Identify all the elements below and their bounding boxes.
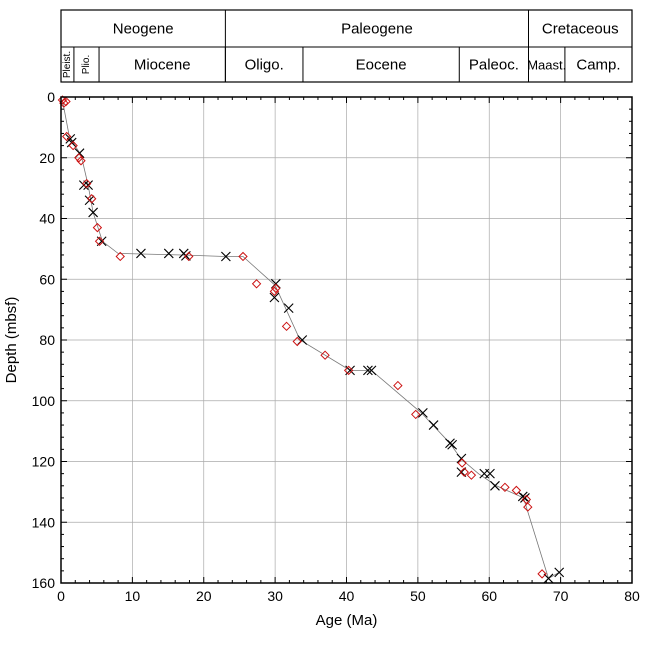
diamond-marker-point [271, 283, 281, 294]
x-axis-title: Age (Ma) [316, 612, 378, 629]
epoch-label: Oligo. [245, 57, 284, 74]
x-marker-point [363, 365, 373, 376]
x-marker-point [520, 493, 530, 503]
diamond-marker-point [457, 458, 467, 468]
diamond-marker-point [537, 569, 547, 579]
x-tick-label: 10 [125, 588, 141, 604]
x-marker-point [490, 480, 500, 491]
x-marker-point [447, 439, 458, 450]
diamond-marker-point [92, 222, 103, 233]
epoch-label: Maast. [527, 58, 566, 73]
diamond-marker-point [292, 336, 302, 347]
x-marker-point [428, 420, 439, 430]
diamond-marker-point [74, 153, 84, 163]
x-tick-label: 70 [553, 588, 569, 604]
epoch-label: Plio. [81, 55, 92, 74]
period-label: Cretaceous [542, 21, 619, 38]
diamond-marker-point [411, 409, 421, 420]
y-tick-label: 100 [32, 393, 56, 409]
axes: 0 10 20 30 40 50 60 70 80 0 20 40 60 80 100 120 140 160 [32, 89, 640, 604]
epoch-label: Miocene [134, 57, 191, 74]
x-marker-point [485, 468, 495, 479]
diamond-marker-point [343, 365, 354, 376]
y-tick-label: 20 [39, 150, 55, 166]
y-tick-label: 80 [39, 332, 55, 348]
epoch-label: Paleoc. [469, 57, 519, 74]
age-depth-trend-line [62, 99, 560, 579]
y-axis-title: Depth (mbsf) [3, 297, 20, 384]
period-label: Paleogene [341, 21, 413, 38]
geologic-timescale: Neogene Paleogene Cretaceous Pleist. Plio. Mi… [60, 9, 633, 83]
x-tick-label: 40 [339, 588, 355, 604]
diamond-marker-point [459, 467, 469, 477]
diamond-marker-point [62, 131, 72, 142]
y-tick-label: 120 [32, 454, 56, 470]
x-tick-label: 20 [196, 588, 212, 604]
diamond-marker-point [81, 178, 92, 189]
x-tick-label: 0 [57, 588, 65, 604]
diamond-marker-point [115, 251, 125, 262]
x-marker-point [283, 303, 294, 313]
x-tick-label: 30 [267, 588, 283, 604]
x-marker-point [417, 408, 428, 418]
diamond-marker-point [521, 494, 532, 505]
diamond-marker-point [76, 156, 86, 166]
y-tick-label: 160 [32, 575, 56, 591]
x-marker-point [163, 248, 174, 259]
diamond-marker-point [251, 279, 262, 289]
x-tick-label: 80 [624, 588, 640, 604]
x-marker-point [88, 207, 99, 218]
x-marker-point [366, 365, 377, 376]
diamond-marker-point [500, 482, 510, 493]
y-tick-label: 140 [32, 514, 56, 530]
x-marker-point [83, 180, 94, 190]
diamond-marker-point [523, 502, 533, 512]
y-tick-label: 60 [39, 271, 55, 287]
diamond-marker-point [393, 380, 403, 391]
x-marker-point [543, 573, 554, 584]
diamond-marker-point [61, 96, 71, 107]
timescale-frame [60, 9, 633, 83]
diamond-marker-point [269, 286, 280, 297]
x-tick-label: 50 [410, 588, 426, 604]
x-marker-point [269, 292, 280, 303]
diamond-marker-point [320, 350, 330, 360]
diamond-marker-point [466, 470, 477, 480]
diamond-marker-point [86, 194, 97, 204]
x-tick-label: 60 [481, 588, 497, 604]
period-label: Neogene [113, 21, 174, 38]
epoch-label: Camp. [576, 57, 620, 74]
y-tick-label: 40 [39, 211, 55, 227]
y-tick-label: 0 [47, 89, 55, 105]
epoch-label: Pleist. [62, 51, 73, 78]
x-marker-point [456, 467, 467, 478]
diamond-marker-point [238, 251, 248, 262]
x-marker-point [136, 248, 146, 259]
diamond-marker-point [281, 321, 292, 332]
x-marker-point [554, 567, 565, 578]
epoch-label: Eocene [356, 57, 407, 74]
diamond-marker-point [511, 485, 522, 496]
diamond-marker-point [68, 140, 78, 151]
diamond-marker-point [94, 236, 105, 246]
grid-lines [61, 97, 632, 583]
data-points [57, 95, 565, 584]
diamond-marker-point [184, 251, 194, 262]
x-marker-point [220, 251, 231, 262]
